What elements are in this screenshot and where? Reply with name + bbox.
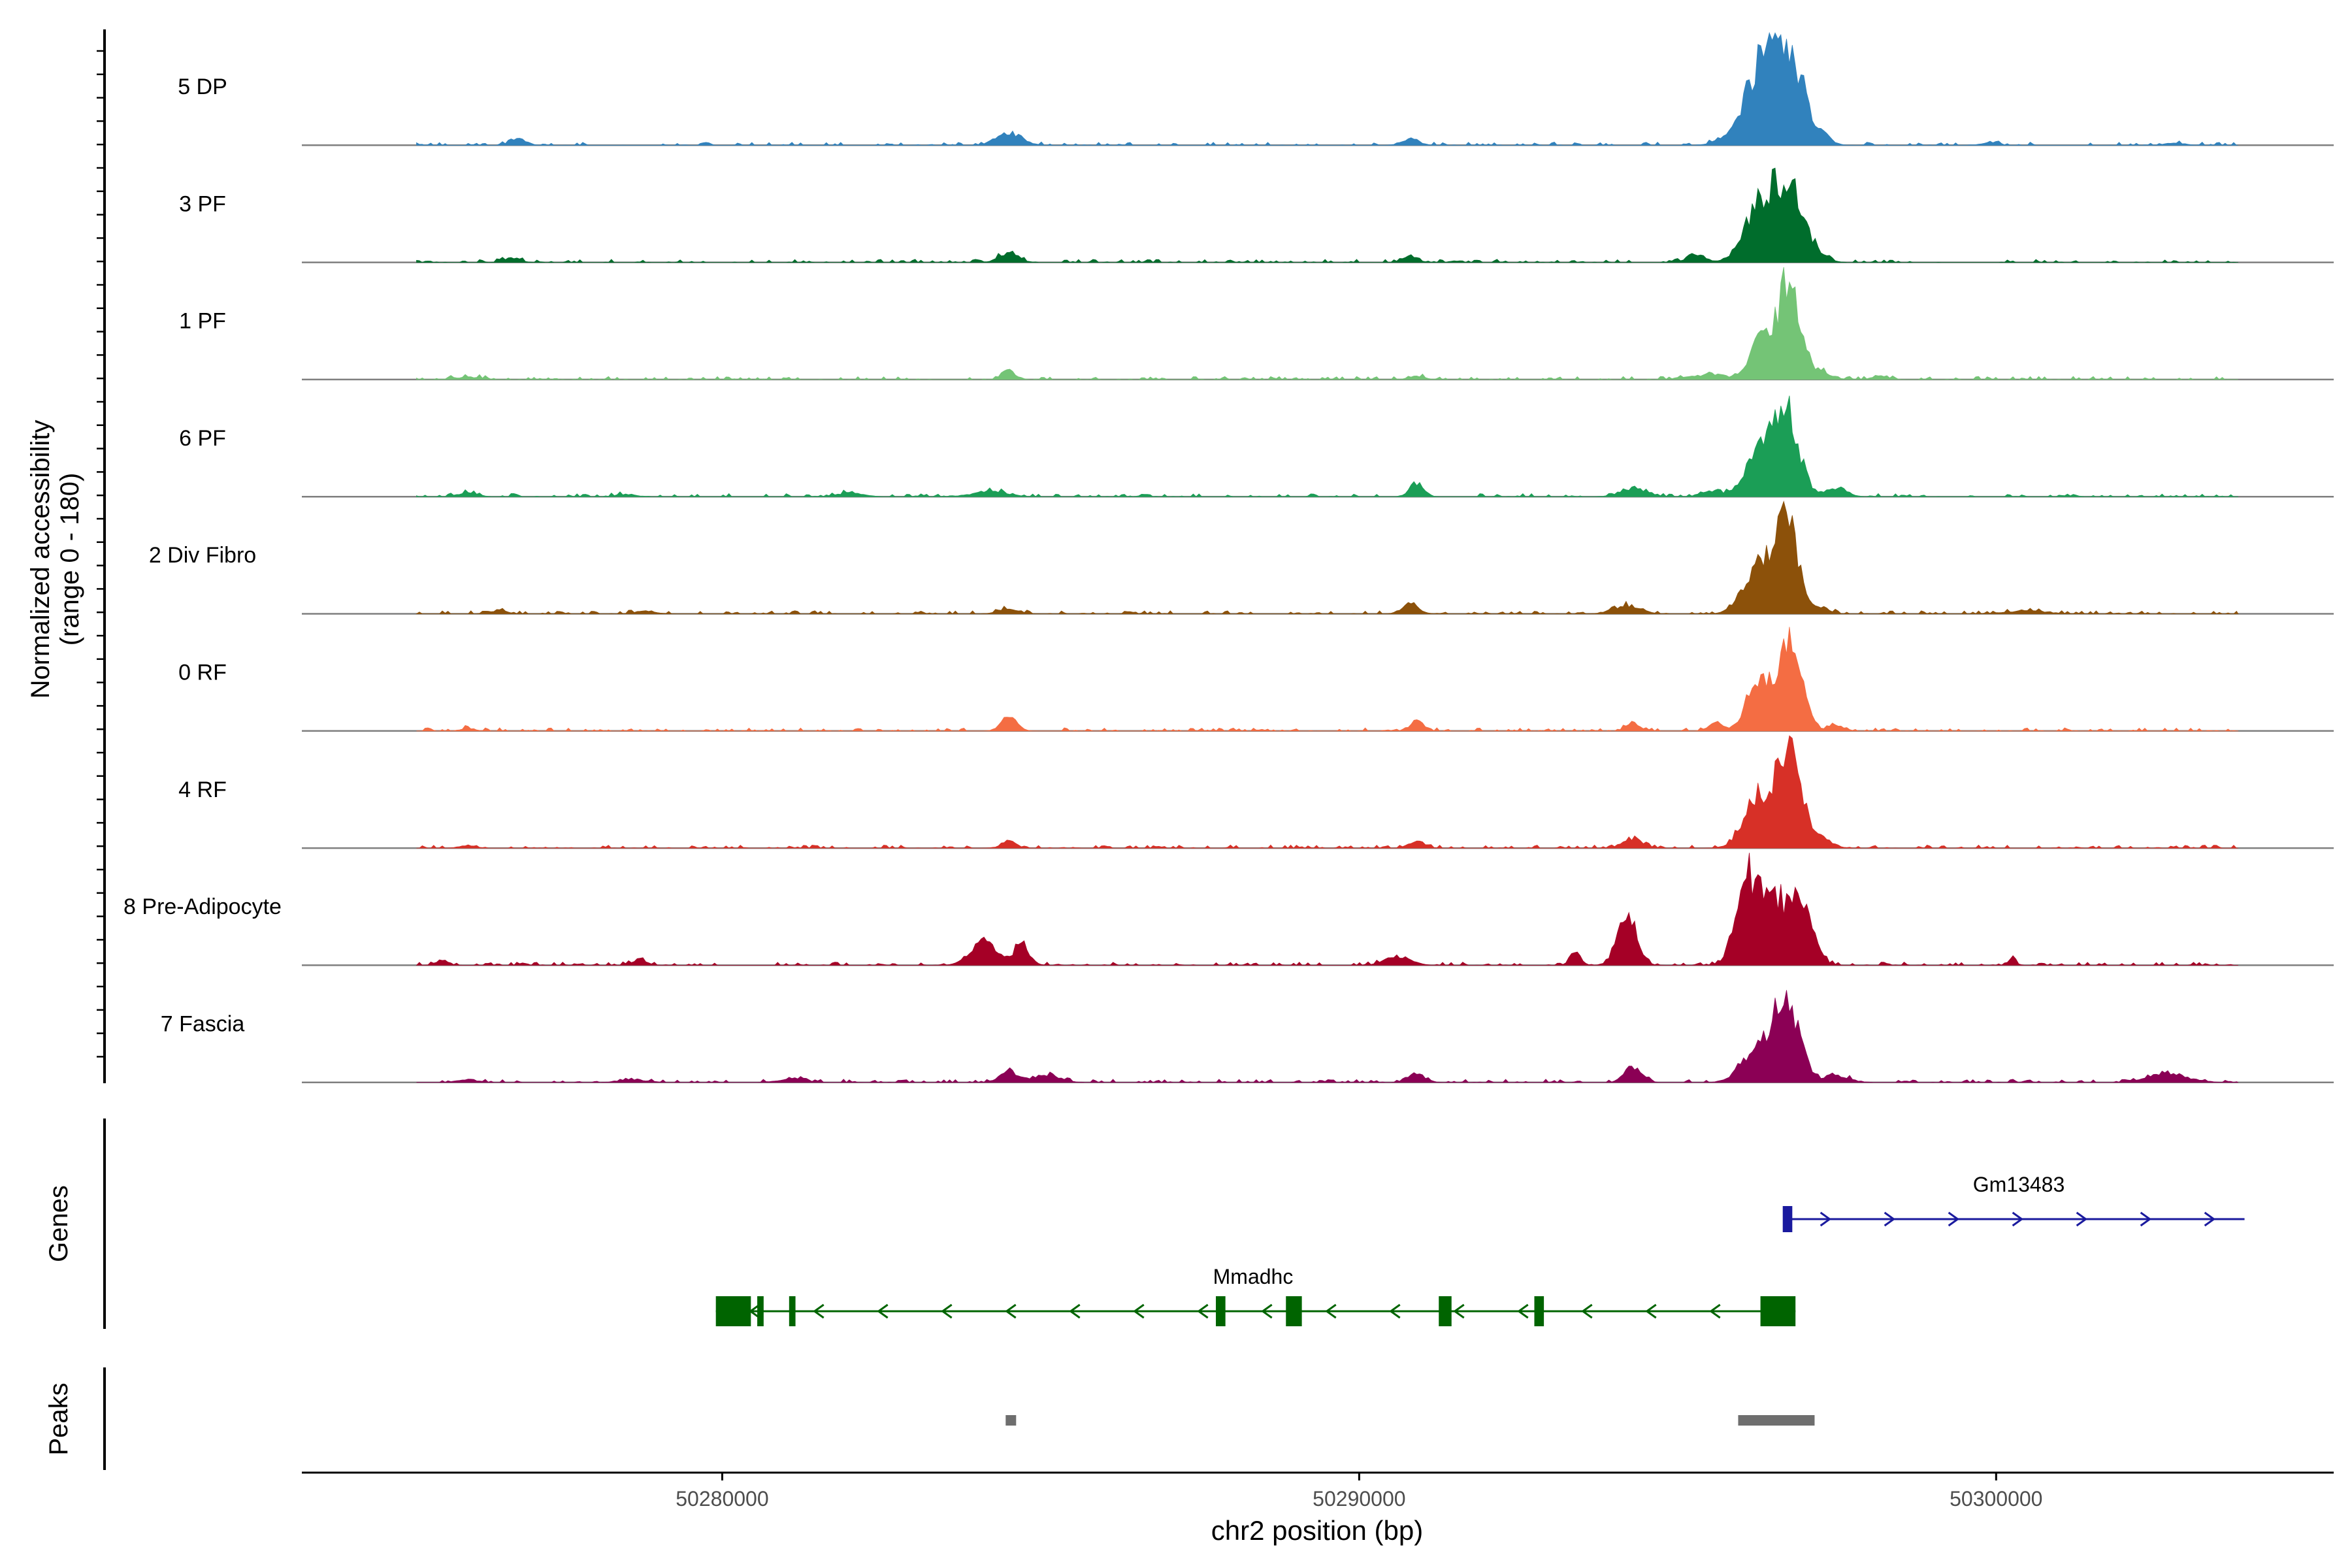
- strand-arrow: [1948, 1211, 1960, 1227]
- coverage-area: [416, 500, 2239, 615]
- coverage-area: [416, 167, 2238, 263]
- coverage-area: [416, 990, 2238, 1083]
- x-tick-label: 50290000: [1313, 1487, 1405, 1511]
- strand-arrow: [2140, 1211, 2152, 1227]
- exon: [1439, 1296, 1452, 1326]
- exon: [1286, 1296, 1302, 1326]
- track-7-fascia: 7 Fascia: [161, 990, 2334, 1083]
- track-3-pf: 3 PF: [179, 167, 2334, 263]
- strand-arrow: [1884, 1211, 1896, 1227]
- track-label: 0 RF: [178, 661, 227, 685]
- genes-label: Genes: [44, 1185, 73, 1262]
- x-tick-label: 50300000: [1950, 1487, 2042, 1511]
- exon: [1534, 1296, 1544, 1326]
- track-2-div-fibro: 2 Div Fibro: [149, 500, 2334, 615]
- strand-arrow: [813, 1303, 825, 1319]
- coverage-area: [416, 267, 2238, 380]
- strand-arrow: [2204, 1211, 2216, 1227]
- coverage-area: [416, 627, 2238, 732]
- y-axis-label-line1: Normalized accessibility: [26, 420, 55, 699]
- strand-arrow: [1645, 1303, 1657, 1319]
- strand-arrow: [1389, 1303, 1401, 1319]
- peak-region: [1005, 1415, 1017, 1426]
- x-axis-label: chr2 position (bp): [1211, 1515, 1424, 1546]
- track-6-pf: 6 PF: [179, 395, 2334, 498]
- coverage-area: [416, 853, 2238, 966]
- strand-arrow: [877, 1303, 889, 1319]
- track-label: 1 PF: [179, 309, 226, 334]
- strand-arrow: [941, 1303, 953, 1319]
- track-5-dp: 5 DP: [178, 31, 2334, 146]
- track-label: 8 Pre-Adipocyte: [123, 894, 282, 919]
- track-label: 5 DP: [178, 74, 227, 99]
- strand-arrow: [1517, 1303, 1529, 1319]
- track-label: 3 PF: [179, 191, 226, 216]
- coverage-area: [416, 31, 2238, 146]
- exon: [757, 1296, 764, 1326]
- track-label: 2 Div Fibro: [149, 543, 256, 568]
- strand-arrow: [1133, 1303, 1145, 1319]
- peak-track: [1005, 1415, 1815, 1426]
- coverage-y-axis: [97, 29, 106, 1083]
- strand-arrow: [1261, 1303, 1273, 1319]
- gene-gm13483: Gm13483: [1782, 1173, 2245, 1232]
- exon: [715, 1296, 751, 1326]
- strand-arrow: [1005, 1303, 1017, 1319]
- strand-arrow: [1197, 1303, 1209, 1319]
- strand-arrow: [1581, 1303, 1593, 1319]
- exon: [1216, 1296, 1226, 1326]
- coverage-area: [416, 735, 2238, 849]
- track-4-rf: 4 RF: [178, 735, 2334, 849]
- track-label: 7 Fascia: [161, 1011, 245, 1036]
- strand-arrow: [2012, 1211, 2024, 1227]
- gene-label: Gm13483: [1973, 1173, 2065, 1196]
- peaks-label: Peaks: [44, 1382, 73, 1455]
- gene-label: Mmadhc: [1213, 1265, 1294, 1288]
- coverage-tracks: 5 DP 3 PF 1 PF 6 PF 2 Div Fibro 0 RF 4 RF 8 Pre…: [123, 31, 2334, 1083]
- track-1-pf: 1 PF: [179, 267, 2334, 381]
- x-tick-label: 50280000: [676, 1487, 768, 1511]
- x-axis-ticks: 50280000 50290000 50300000: [676, 1473, 2042, 1511]
- gene-track: Gm13483 Mmadhc: [715, 1173, 2245, 1326]
- strand-arrow: [1325, 1303, 1337, 1319]
- strand-arrow: [2076, 1211, 2088, 1227]
- exon: [1782, 1206, 1793, 1232]
- y-axis-label-line2: (range 0 - 180): [56, 473, 84, 646]
- strand-arrow: [1069, 1303, 1081, 1319]
- gene-mmadhc: Mmadhc: [715, 1265, 1796, 1326]
- track-8-pre-adipocyte: 8 Pre-Adipocyte: [123, 853, 2334, 966]
- track-0-rf: 0 RF: [178, 627, 2334, 732]
- exon: [789, 1296, 796, 1326]
- strand-arrow: [1820, 1211, 1832, 1227]
- exon: [1760, 1296, 1796, 1326]
- track-label: 4 RF: [178, 777, 227, 802]
- strand-arrow: [1453, 1303, 1465, 1319]
- coverage-area: [416, 395, 2238, 497]
- strand-arrow: [1709, 1303, 1721, 1319]
- track-label: 6 PF: [179, 426, 226, 451]
- peak-region: [1738, 1415, 1815, 1426]
